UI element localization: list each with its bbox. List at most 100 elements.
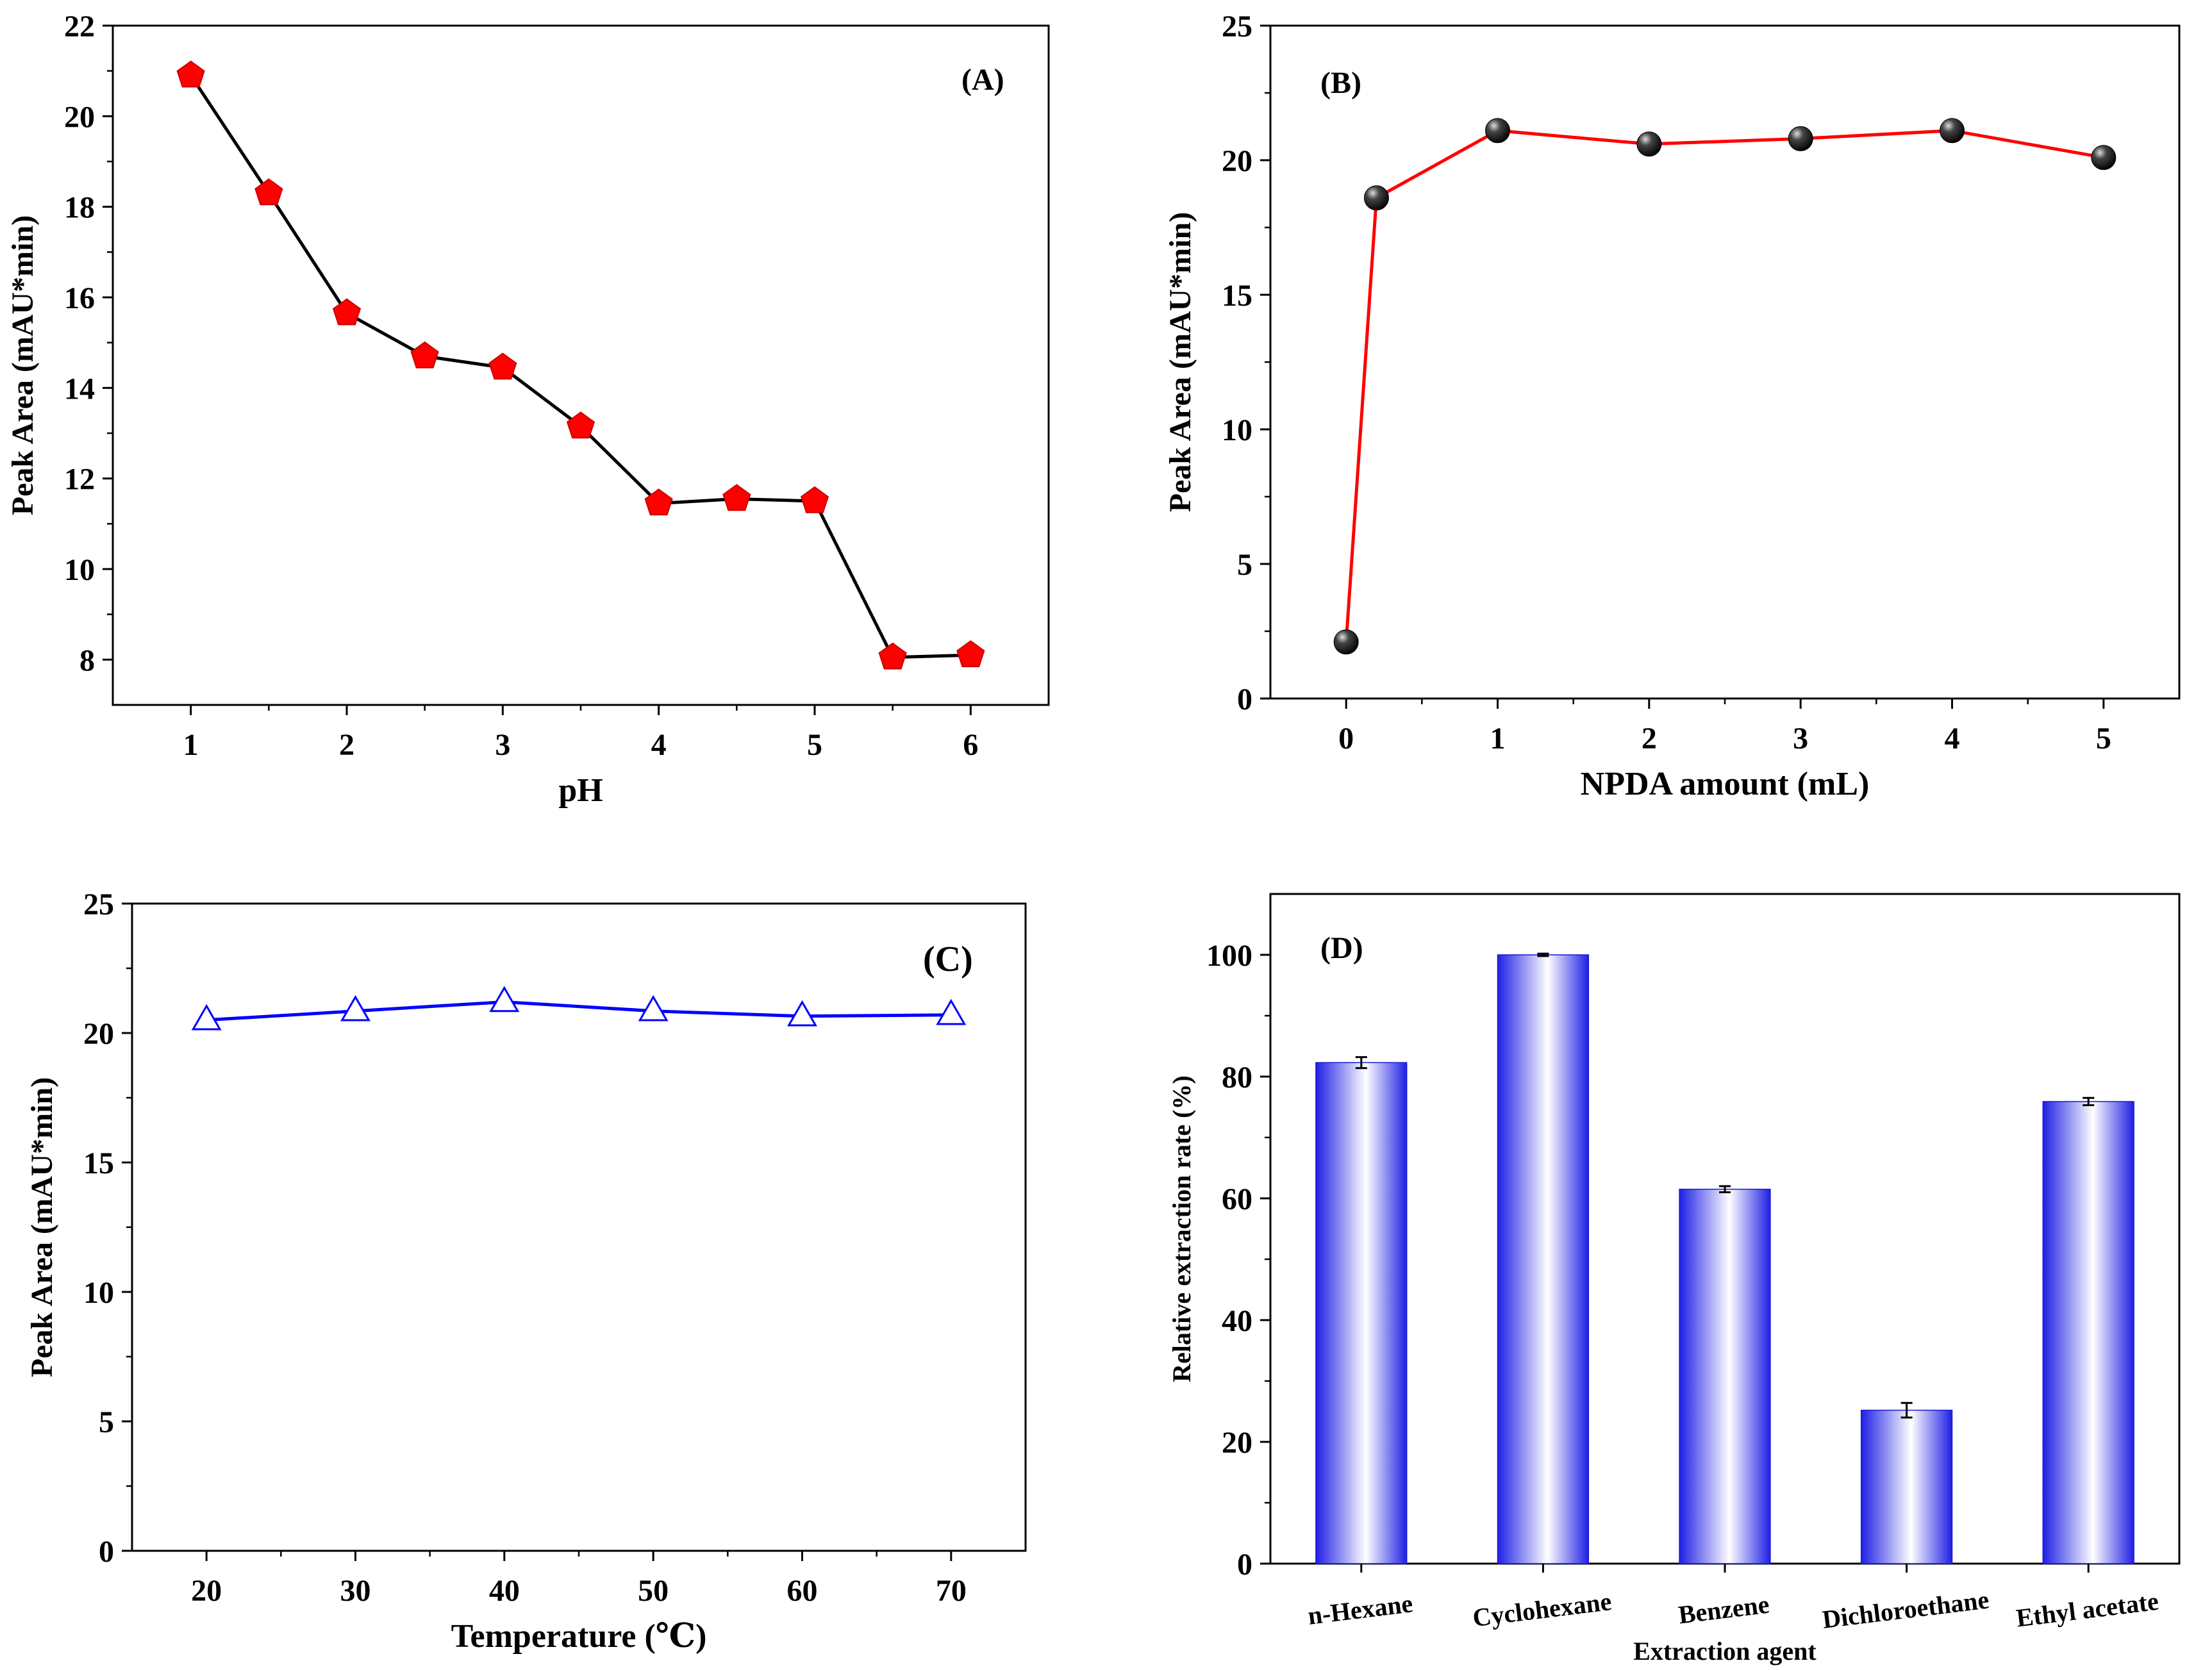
y-tick-label-C: 10 xyxy=(83,1276,114,1310)
plot-frame-C xyxy=(131,902,1027,1552)
data-point-B xyxy=(1788,126,1813,151)
data-point-A xyxy=(176,60,205,88)
y-tick-label-A: 18 xyxy=(64,191,95,225)
data-point-C xyxy=(638,995,669,1021)
y-tick-label-C: 5 xyxy=(99,1405,114,1439)
y-axis-title-B: Peak Area (mAU*min) xyxy=(1163,212,1197,512)
x-tick-label-D: Dichloroethane xyxy=(1820,1585,1990,1634)
y-tick-label-B: 10 xyxy=(1222,413,1252,447)
x-tick-label-A: 3 xyxy=(495,728,510,762)
y-tick-label-D: 40 xyxy=(1222,1304,1252,1338)
series-line-B xyxy=(1344,129,2104,642)
data-point-C xyxy=(340,995,370,1021)
y-tick-label-A: 14 xyxy=(64,372,95,406)
x-tick-label-C: 40 xyxy=(489,1574,520,1608)
y-tick-label-B: 0 xyxy=(1237,682,1252,716)
y-tick-label-A: 8 xyxy=(79,643,95,677)
y-tick-label-A: 12 xyxy=(64,463,95,497)
data-point-B xyxy=(1485,118,1510,144)
data-point-B xyxy=(1940,118,1965,144)
data-point-A xyxy=(410,341,439,368)
y-tick-label-A: 16 xyxy=(64,281,95,315)
y-tick-label-D: 60 xyxy=(1222,1182,1252,1216)
series-line-A xyxy=(189,74,971,659)
data-point-C xyxy=(936,998,967,1025)
y-tick-label-B: 25 xyxy=(1222,10,1252,44)
data-point-A xyxy=(332,298,362,326)
data-point-A xyxy=(800,486,829,513)
data-point-A xyxy=(722,484,751,511)
x-tick-label-A: 4 xyxy=(651,728,667,762)
data-point-C xyxy=(489,986,520,1013)
x-axis-title-D: Extraction agent xyxy=(1633,1637,1817,1666)
bar-D xyxy=(1497,954,1590,1564)
data-point-A xyxy=(566,411,595,439)
panel-label-B: (B) xyxy=(1320,66,1361,100)
x-tick-label-C: 70 xyxy=(936,1574,967,1608)
y-axis-title-C: Peak Area (mAU*min) xyxy=(25,1077,59,1377)
panel-label-C: (C) xyxy=(923,939,973,979)
x-tick-label-A: 1 xyxy=(183,728,199,762)
bar-D xyxy=(1679,1189,1771,1564)
y-tick-label-B: 20 xyxy=(1222,144,1252,178)
data-point-A xyxy=(878,642,907,670)
x-tick-label-C: 60 xyxy=(787,1574,818,1608)
x-axis-title-B: NPDA amount (mL) xyxy=(1581,766,1870,802)
plot-frame-B xyxy=(1269,24,2181,700)
x-axis-title-A: pH xyxy=(558,772,603,809)
y-tick-label-C: 20 xyxy=(83,1017,114,1051)
data-point-A xyxy=(254,178,283,206)
x-tick-label-D: n-Hexane xyxy=(1306,1589,1415,1630)
x-tick-label-A: 2 xyxy=(339,728,354,762)
y-tick-label-B: 5 xyxy=(1237,548,1252,582)
x-tick-label-B: 0 xyxy=(1338,722,1354,756)
y-tick-label-C: 25 xyxy=(83,888,114,922)
x-tick-label-B: 5 xyxy=(2096,722,2111,756)
x-axis-title-C: Temperature (℃) xyxy=(451,1618,707,1655)
y-tick-label-D: 80 xyxy=(1222,1061,1252,1095)
bar-D xyxy=(1315,1062,1408,1564)
y-tick-label-C: 0 xyxy=(99,1535,114,1569)
y-tick-label-C: 15 xyxy=(83,1146,114,1180)
series-line-C xyxy=(206,1000,951,1022)
panel-label-A: (A) xyxy=(961,63,1004,97)
x-tick-label-B: 1 xyxy=(1490,722,1506,756)
data-point-B xyxy=(1363,185,1389,211)
y-tick-label-B: 15 xyxy=(1222,279,1252,313)
plot-frame-A xyxy=(112,24,1050,706)
x-tick-label-D: Benzene xyxy=(1677,1590,1771,1630)
y-axis-title-A: Peak Area (mAU*min) xyxy=(6,215,40,515)
x-tick-label-D: Cyclohexane xyxy=(1471,1587,1613,1632)
x-tick-label-B: 2 xyxy=(1642,722,1657,756)
panel-label-D: (D) xyxy=(1320,931,1363,965)
panel-C-chart: 0 5 10 15 20 25 20 30 40 50 60 70 Temperature (℃) Pea… xyxy=(25,888,1027,1655)
data-point-B xyxy=(1333,629,1359,655)
y-tick-label-D: 100 xyxy=(1206,939,1252,973)
data-point-A xyxy=(488,352,517,380)
data-point-B xyxy=(2091,145,2116,170)
panel-B-chart: 0 5 10 15 20 25 0 1 2 3 4 5 NPDA amount (mL) Peak Are… xyxy=(1163,10,2181,802)
bar-D xyxy=(1860,1409,1953,1564)
data-point-C xyxy=(787,1000,817,1027)
x-tick-label-A: 6 xyxy=(963,728,978,762)
data-point-C xyxy=(191,1004,222,1030)
y-tick-label-A: 22 xyxy=(64,10,95,44)
data-point-B xyxy=(1636,131,1662,157)
y-tick-label-A: 10 xyxy=(64,553,95,587)
x-tick-label-C: 20 xyxy=(191,1574,222,1608)
y-tick-label-D: 0 xyxy=(1237,1548,1252,1582)
data-point-A xyxy=(956,640,985,668)
bar-D xyxy=(2042,1101,2134,1564)
x-tick-label-B: 4 xyxy=(1945,722,1960,756)
x-tick-label-A: 5 xyxy=(807,728,822,762)
x-tick-label-C: 50 xyxy=(638,1574,669,1608)
x-tick-label-D: Ethyl acetate xyxy=(2015,1587,2160,1633)
y-axis-title-D: Relative extraction rate (%) xyxy=(1167,1075,1196,1382)
y-tick-label-A: 20 xyxy=(64,100,95,134)
data-point-A xyxy=(644,488,673,516)
panel-D-chart: 0 20 40 60 80 100 n-Hexane Cyclohexane Benzene Di… xyxy=(1167,893,2181,1666)
x-tick-label-C: 30 xyxy=(340,1574,371,1608)
y-tick-label-D: 20 xyxy=(1222,1426,1252,1460)
